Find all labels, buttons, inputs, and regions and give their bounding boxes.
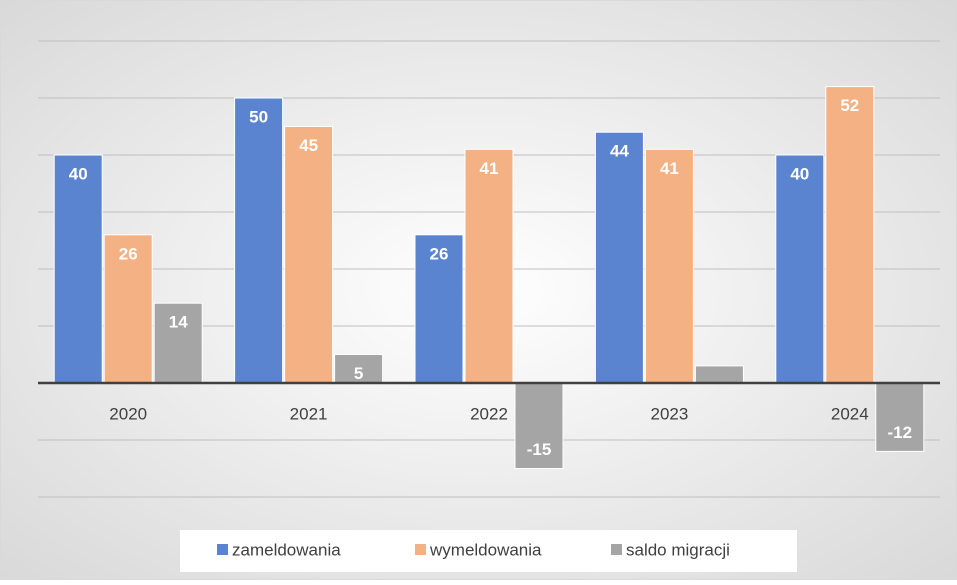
legend-label: wymeldowania xyxy=(429,540,542,559)
bar xyxy=(234,97,284,384)
bar xyxy=(414,234,464,384)
data-label: 26 xyxy=(119,244,138,263)
x-tick-label: 2024 xyxy=(831,404,869,423)
bar xyxy=(464,148,514,384)
data-label: -12 xyxy=(888,423,913,442)
bar xyxy=(594,131,644,384)
x-tick-label: 2020 xyxy=(109,404,147,423)
legend-swatch xyxy=(611,544,622,555)
data-label: 5 xyxy=(354,364,363,383)
data-label: 14 xyxy=(169,313,188,332)
bar xyxy=(153,302,203,384)
legend-box xyxy=(180,530,797,572)
x-tick-label: 2023 xyxy=(650,404,688,423)
bar xyxy=(284,126,334,384)
bar xyxy=(334,354,384,384)
data-label: 52 xyxy=(840,96,859,115)
bar xyxy=(775,154,825,384)
legend-swatch xyxy=(415,544,426,555)
bar xyxy=(825,86,875,384)
data-label: 40 xyxy=(790,164,809,183)
data-label: 50 xyxy=(249,107,268,126)
x-tick-label: 2022 xyxy=(470,404,508,423)
data-label: 41 xyxy=(480,159,499,178)
data-label: 44 xyxy=(610,142,629,161)
bar xyxy=(53,154,103,384)
legend-label: saldo migracji xyxy=(626,540,730,559)
bar xyxy=(644,148,694,384)
data-label: 40 xyxy=(69,164,88,183)
data-label: -15 xyxy=(527,440,552,459)
bar xyxy=(875,382,925,452)
bar xyxy=(694,365,744,384)
bar xyxy=(514,382,564,469)
data-label: 45 xyxy=(299,136,318,155)
legend-label: zameldowania xyxy=(232,540,341,559)
bar xyxy=(103,234,153,384)
data-label: 41 xyxy=(660,159,679,178)
x-tick-label: 2021 xyxy=(290,404,328,423)
data-label: 26 xyxy=(430,244,449,263)
legend-swatch xyxy=(217,544,228,555)
